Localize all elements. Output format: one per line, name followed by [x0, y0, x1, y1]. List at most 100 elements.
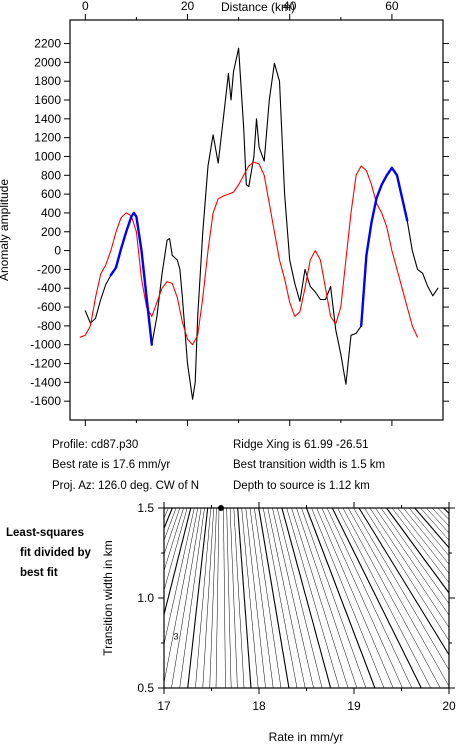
- contour-line-right: [258, 508, 290, 688]
- contour-line-left: [202, 508, 214, 688]
- bottom-y-ticks: 0.5 1.0 1.5: [137, 501, 455, 695]
- top-series: [79, 47, 439, 400]
- contour-line-right: [301, 508, 367, 688]
- contour-line-left: [179, 508, 205, 688]
- contour-line-right: [342, 508, 441, 688]
- top-y-tick-label: -1200: [30, 357, 61, 371]
- contour-line-left: [164, 508, 184, 572]
- contour-line-left: [0, 508, 80, 688]
- proj-az-label: Proj. Az: 126.0 deg. CW of N: [52, 480, 199, 492]
- contour-line-left: [0, 508, 66, 688]
- contour-line-right: [321, 508, 403, 688]
- contour-line-right: [281, 508, 332, 688]
- contour-line-left: [0, 508, 89, 688]
- contour-line-left: [0, 508, 38, 688]
- contour-value-label: 3: [174, 631, 179, 641]
- top-y-tick-label: -800: [37, 319, 61, 333]
- contour-line-left: [0, 508, 71, 688]
- contour-line-right: [414, 508, 449, 549]
- contour-line-left: [0, 508, 102, 688]
- contour-line-left: [0, 508, 115, 688]
- top-y-ticks: -1600 -1400 -1200 -1000 -800 -600 -400 -200 0 200…: [30, 37, 449, 408]
- bottom-x-tick-label: 17: [157, 699, 171, 713]
- contour-line-right: [397, 508, 449, 574]
- contour-line-right: [337, 508, 432, 688]
- contour-lines: [0, 508, 467, 688]
- contour-line-right: [305, 508, 376, 688]
- side-note-line-3: best fit: [20, 567, 58, 579]
- top-y-tick-label: 1400: [34, 112, 61, 126]
- contour-line-left: [0, 508, 61, 688]
- contour-line-left: [171, 508, 202, 688]
- contour-line-right: [375, 508, 449, 616]
- contour-line-right: [267, 508, 306, 688]
- side-note-line-2: fit divided by: [20, 547, 92, 559]
- contour-line-left: [164, 508, 199, 685]
- ridge-xing-label: Ridge Xing is 61.99 -26.51: [233, 439, 369, 451]
- top-x-tick-label: 20: [181, 0, 195, 13]
- anomaly-profile-chart: Distance (km) Anomaly amplitude 0 20 40 60 …: [0, 0, 449, 426]
- top-y-tick-label: -1400: [30, 375, 61, 389]
- contour-line-right: [347, 508, 449, 687]
- side-note: Least-squares fit divided by best fit: [6, 527, 92, 579]
- top-y-tick-label: 1200: [34, 131, 61, 145]
- contour-line-right: [229, 508, 238, 688]
- side-note-line-1: Least-squares: [6, 527, 84, 539]
- contour-line-left: [0, 508, 106, 688]
- info-block: Profile: cd87.p30 Best rate is 17.6 mm/y…: [52, 439, 385, 492]
- top-y-tick-label: 2000: [34, 55, 61, 69]
- contour-line-left: [0, 508, 111, 688]
- profile-label: Profile: cd87.p30: [52, 439, 138, 451]
- contour-line-right: [291, 508, 349, 688]
- top-y-tick-label: 800: [41, 168, 61, 182]
- contour-line-left: [40, 508, 149, 688]
- contour-line-left: [19, 508, 140, 688]
- top-x-axis-title: Distance (km): [221, 0, 295, 14]
- contour-line-left: [0, 508, 48, 688]
- bottom-x-tick-label: 19: [347, 699, 361, 713]
- contour-line-right: [408, 508, 449, 557]
- contour-line-right: [241, 508, 259, 688]
- top-y-axis-title: Anomaly amplitude: [0, 179, 11, 281]
- contour-line-left: [215, 508, 220, 688]
- contour-line-right: [296, 508, 358, 688]
- top-y-tick-label: -400: [37, 281, 61, 295]
- contour-line-right: [316, 508, 394, 688]
- bottom-y-tick-label: 1.5: [137, 501, 154, 515]
- contour-line-left: [209, 508, 217, 688]
- contour-line-left: [164, 508, 188, 592]
- contour-line-right: [426, 508, 449, 534]
- contour-line-right: [249, 508, 274, 688]
- bottom-y-tick-label: 1.0: [137, 591, 154, 605]
- top-plot-frame: [69, 19, 444, 421]
- contour-line-right: [369, 508, 449, 629]
- top-x-tick-label: 60: [385, 0, 399, 13]
- contour-line-left: [0, 508, 19, 688]
- contour-line-right: [311, 508, 385, 688]
- top-y-tick-label: -1600: [30, 394, 61, 408]
- top-y-tick-label: 400: [41, 206, 61, 220]
- contour-line-left: [0, 508, 24, 688]
- contour-line-right: [262, 508, 298, 688]
- contour-line-left: [0, 508, 98, 688]
- top-y-tick-label: -600: [37, 300, 61, 314]
- contour-line-right: [326, 508, 413, 688]
- contour-line-left: [0, 508, 10, 688]
- bottom-x-tick-label: 20: [442, 699, 456, 713]
- top-y-tick-label: 200: [41, 225, 61, 239]
- contour-line-right: [461, 508, 467, 688]
- top-y-tick-label: 600: [41, 187, 61, 201]
- contour-line-right: [403, 508, 449, 565]
- bottom-x-axis-title: Rate in mm/yr: [269, 730, 344, 744]
- bottom-x-tick-label: 18: [252, 699, 266, 713]
- contour-line-left: [195, 508, 212, 688]
- top-y-tick-label: 1000: [34, 149, 61, 163]
- best-fit-marker: [218, 505, 224, 511]
- top-y-tick-label: 1800: [34, 74, 61, 88]
- best-width-label: Best transition width is 1.5 km: [233, 459, 385, 471]
- contour-line-left: [9, 508, 136, 688]
- contour-line-left: [164, 508, 177, 542]
- contour-line-left: [0, 508, 15, 688]
- contour-line-left: [0, 508, 52, 688]
- contour-line-left: [0, 508, 93, 688]
